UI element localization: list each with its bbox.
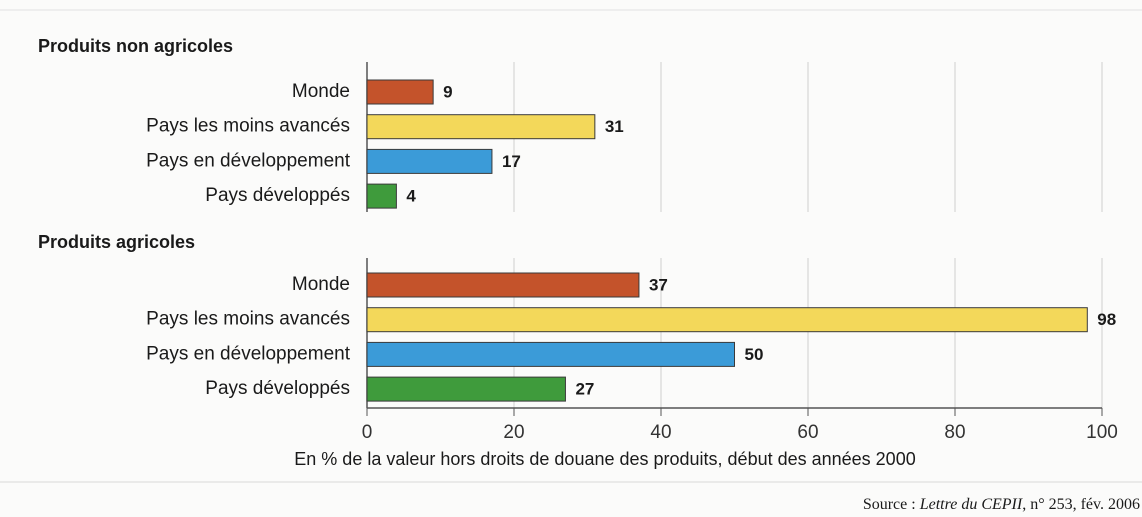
value-label: 50 xyxy=(745,345,764,364)
category-label: Monde xyxy=(292,274,350,295)
source-title: Lettre du CEPII xyxy=(919,496,1023,513)
source-prefix: Source : xyxy=(863,496,920,513)
category-label: Pays en développement xyxy=(146,150,351,171)
value-label: 17 xyxy=(502,152,521,171)
value-label: 98 xyxy=(1097,310,1116,329)
category-label: Pays en développement xyxy=(146,343,351,364)
source-rest: , n° 253, fév. 2006 xyxy=(1022,496,1140,513)
panel-title: Produits agricoles xyxy=(38,232,195,252)
bar xyxy=(366,341,735,367)
bar xyxy=(366,272,640,298)
value-label: 31 xyxy=(605,117,624,136)
bar xyxy=(366,114,596,140)
category-label: Pays les moins avancés xyxy=(146,309,350,330)
source: Source : Lettre du CEPII, n° 253, fév. 2… xyxy=(863,496,1140,513)
bar xyxy=(366,376,566,402)
value-label: 9 xyxy=(443,82,452,101)
panel-title: Produits non agricoles xyxy=(38,36,233,56)
value-label: 4 xyxy=(406,187,416,206)
bar xyxy=(366,79,434,105)
x-axis-label: En % de la valeur hors droits de douane … xyxy=(294,449,915,469)
x-tick-label: 80 xyxy=(944,422,965,443)
x-tick-label: 0 xyxy=(362,422,373,443)
bar xyxy=(366,307,1088,333)
bar xyxy=(366,148,493,174)
value-label: 37 xyxy=(649,275,668,294)
category-label: Pays développés xyxy=(205,378,350,399)
x-tick-label: 100 xyxy=(1086,422,1118,443)
x-tick-label: 20 xyxy=(503,422,524,443)
value-label: 27 xyxy=(575,380,594,399)
category-label: Pays les moins avancés xyxy=(146,116,350,137)
bar xyxy=(366,183,397,209)
category-label: Monde xyxy=(292,81,350,102)
x-tick-label: 60 xyxy=(797,422,818,443)
x-tick-label: 40 xyxy=(650,422,671,443)
category-label: Pays développés xyxy=(205,185,350,206)
